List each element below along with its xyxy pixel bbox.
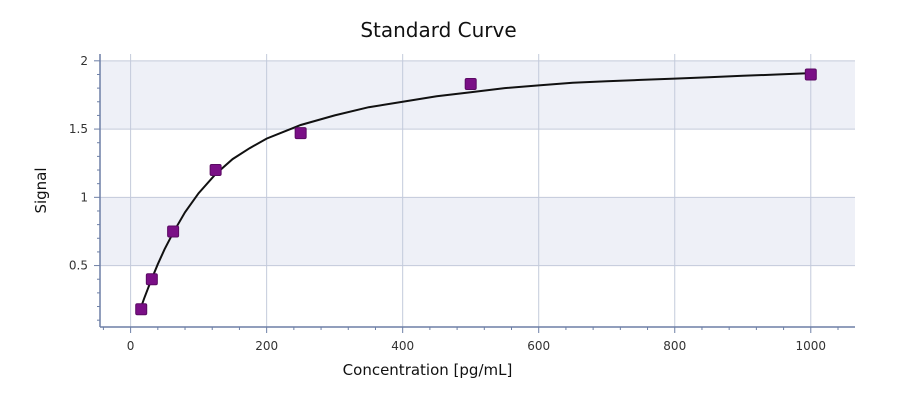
y-tick-label: 0.5 (69, 259, 88, 273)
data-point (464, 78, 477, 91)
background-bands (100, 60, 855, 266)
data-point (804, 68, 817, 81)
data-point (209, 164, 222, 177)
x-tick-label: 800 (663, 339, 686, 353)
data-points (135, 68, 817, 316)
y-tick-label: 1.5 (69, 122, 88, 136)
x-axis-label: Concentration [pg/mL] (343, 361, 513, 379)
data-point (294, 127, 307, 140)
background-band (100, 60, 855, 130)
x-tick-label: 200 (255, 339, 278, 353)
tick-labels: 0 200 400 600 800 1000 0.5 1 1.5 2 (69, 54, 826, 353)
data-point (135, 303, 148, 316)
x-tick-label: 1000 (796, 339, 827, 353)
y-tick-label: 2 (80, 54, 88, 68)
y-axis-label: Signal (32, 167, 50, 213)
data-point (145, 273, 158, 286)
y-tick-label: 1 (80, 190, 88, 204)
data-point (167, 225, 180, 238)
x-tick-label: 600 (527, 339, 550, 353)
fit-curve (137, 72, 811, 314)
background-band (100, 197, 855, 266)
x-tick-label: 400 (391, 339, 414, 353)
chart-title: Standard Curve (360, 18, 517, 42)
gridlines (100, 54, 855, 327)
x-tick-label: 0 (127, 339, 135, 353)
axes (94, 54, 855, 333)
